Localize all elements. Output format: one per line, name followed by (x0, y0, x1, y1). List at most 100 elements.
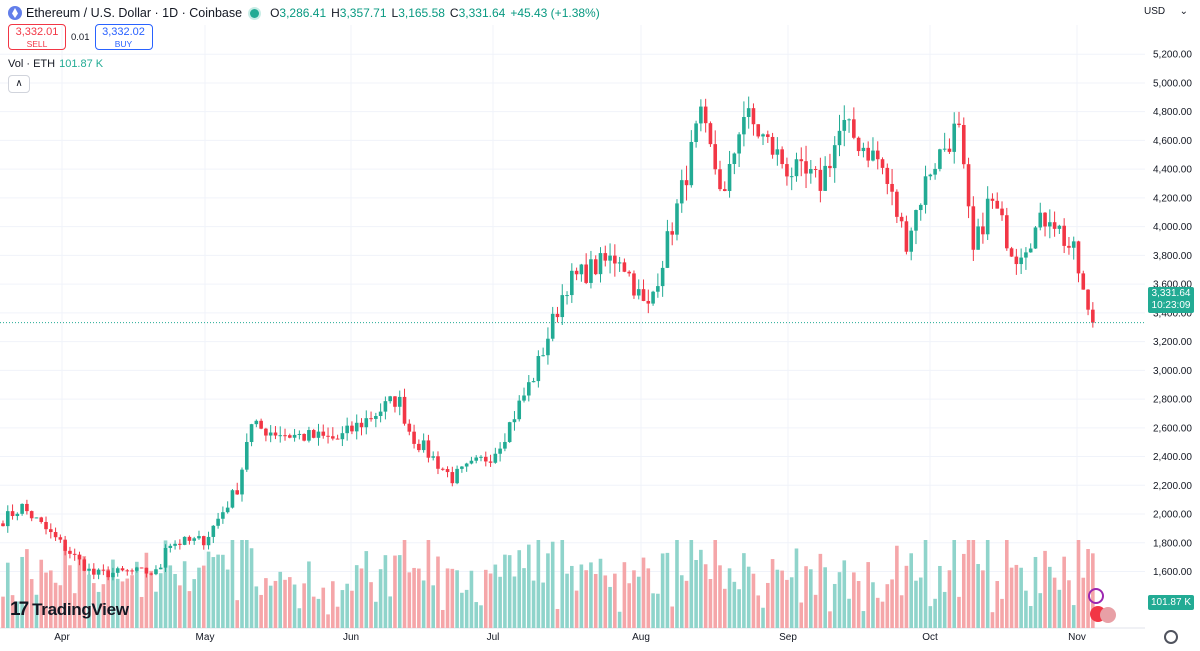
volume-bar (837, 572, 842, 628)
candle-body (617, 262, 622, 264)
collapse-legend-button[interactable]: ∧ (8, 75, 30, 93)
volume-bar (651, 593, 655, 628)
candle-body (589, 259, 593, 283)
candle-body (216, 518, 220, 526)
volume-bar (770, 559, 775, 628)
lightning-event-icon[interactable] (1088, 588, 1104, 604)
volume-bar (340, 590, 345, 628)
candle-body (856, 137, 861, 152)
tradingview-logo[interactable]: 17 TradingView (10, 599, 129, 621)
candle-body (622, 262, 627, 272)
candle-body (187, 536, 192, 541)
volume-bar (63, 545, 67, 628)
volume-bar (268, 585, 273, 628)
candle-body (890, 183, 894, 192)
volume-bar (503, 554, 507, 628)
candle-body (746, 108, 751, 117)
candle-body (565, 295, 569, 297)
countdown-value: 10:23:09 (1151, 300, 1191, 311)
buy-button[interactable]: 3,332.02 BUY (94, 24, 153, 50)
candle-body (722, 189, 727, 192)
candle-body (201, 536, 206, 546)
candle-body (670, 231, 674, 235)
close-value: 3,331.64 (458, 6, 506, 20)
y-tick-label: 5,200.00 (1153, 50, 1192, 61)
symbol-title[interactable]: Ethereum / U.S. Dollar · 1D · Coinbase (26, 6, 243, 20)
candle-body (593, 259, 598, 275)
volume-bar (445, 568, 450, 628)
candle-body (794, 159, 799, 177)
candle-body (1057, 225, 1062, 229)
currency-select[interactable]: USD ⌄ (1144, 4, 1188, 20)
candle-body (942, 148, 947, 150)
volume-bar (96, 591, 101, 628)
volume-bar (1038, 593, 1043, 628)
volume-bar (627, 583, 631, 628)
buy-label: BUY (114, 39, 133, 49)
volume-bar (5, 562, 10, 628)
sell-button[interactable]: 3,332.01 SELL (8, 24, 66, 50)
candle-body (1091, 309, 1095, 323)
candle-body (493, 453, 498, 463)
volume-bar (144, 552, 149, 628)
candle-body (431, 456, 435, 458)
volume-bar (354, 565, 359, 628)
last-volume-label: 101.87 K (1148, 595, 1194, 610)
volume-bar (101, 584, 106, 628)
volume-bar (249, 548, 254, 628)
candle-body (1024, 252, 1028, 258)
candle-body (63, 539, 67, 551)
candle-body (72, 553, 77, 555)
candle-body (92, 568, 96, 575)
sell-label: SELL (26, 39, 48, 49)
volume-bar (947, 570, 952, 628)
volume-bar (584, 570, 588, 628)
candle-body (1014, 256, 1019, 265)
candle-body (273, 432, 278, 436)
volume-bar (818, 553, 823, 628)
volume-bar (684, 580, 689, 628)
candle-body (1076, 241, 1081, 274)
candle-body (699, 106, 703, 124)
volume-bar (350, 590, 354, 628)
volume-bar (187, 591, 192, 628)
candle-body (488, 461, 493, 463)
candle-body (34, 517, 39, 519)
volume-bar (813, 594, 818, 628)
candle-body (235, 490, 240, 495)
volume-bar (785, 579, 789, 628)
y-tick-label: 4,400.00 (1153, 165, 1192, 176)
y-tick-label: 2,400.00 (1153, 452, 1192, 463)
close-label: C (449, 6, 459, 20)
volume-bar (1024, 590, 1028, 628)
candle-body (335, 438, 340, 440)
candle-body (546, 338, 550, 356)
candle-body (20, 503, 24, 514)
y-tick-label: 1,600.00 (1153, 567, 1192, 578)
candle-body (407, 423, 412, 432)
volume-bar (364, 551, 369, 628)
volume-bar (942, 591, 947, 628)
candle-body (1062, 225, 1066, 246)
candle-body (818, 169, 823, 191)
candle-body (598, 253, 603, 275)
volume-bar (25, 549, 29, 628)
high-label: H (331, 6, 340, 20)
candle-body (464, 463, 469, 467)
volume-bar (302, 583, 306, 628)
candle-body (58, 537, 63, 540)
volume-legend[interactable]: Vol · ETH 101.87 K (8, 58, 103, 70)
volume-bar (149, 570, 153, 628)
settings-icon[interactable] (1164, 630, 1178, 644)
volume-bar (952, 540, 957, 628)
y-tick-label: 4,800.00 (1153, 107, 1192, 118)
volume-bar (589, 562, 593, 628)
candle-body (842, 119, 847, 131)
flag-event-icon[interactable] (1100, 607, 1116, 623)
candle-body (656, 286, 660, 292)
candle-body (904, 221, 909, 252)
candle-body (527, 382, 531, 396)
volume-bar (732, 581, 737, 628)
candle-body (871, 150, 875, 161)
